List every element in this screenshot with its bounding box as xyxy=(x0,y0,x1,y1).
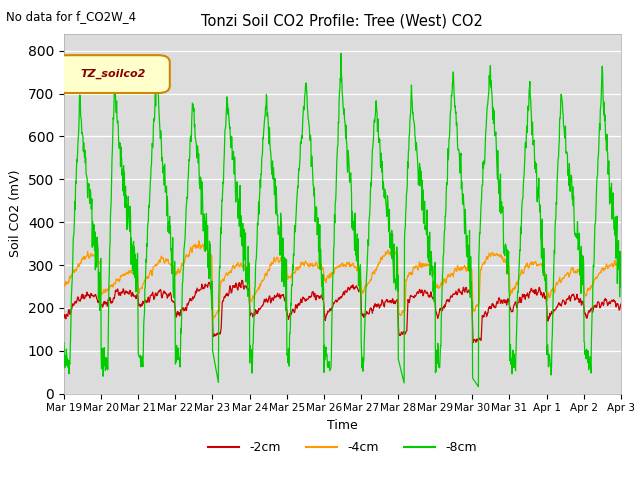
-2cm xyxy=(617,301,625,307)
Y-axis label: Soil CO2 (mV): Soil CO2 (mV) xyxy=(10,170,22,257)
-8cm xyxy=(475,384,483,390)
-4cm xyxy=(184,254,191,260)
-8cm xyxy=(246,343,254,348)
Text: TZ_soilco2: TZ_soilco2 xyxy=(80,69,146,79)
-8cm xyxy=(337,50,345,56)
-2cm xyxy=(552,306,559,312)
-2cm xyxy=(502,298,510,304)
Line: -8cm: -8cm xyxy=(64,53,621,387)
-8cm xyxy=(60,340,68,346)
-8cm xyxy=(170,281,178,287)
-2cm xyxy=(184,302,191,308)
-2cm xyxy=(170,300,178,305)
-8cm xyxy=(502,244,510,250)
-8cm xyxy=(429,288,437,294)
Line: -2cm: -2cm xyxy=(64,280,621,343)
-4cm xyxy=(617,265,625,271)
-4cm xyxy=(209,316,217,322)
-8cm xyxy=(617,266,625,272)
X-axis label: Time: Time xyxy=(327,419,358,432)
-2cm xyxy=(469,340,477,346)
-4cm xyxy=(60,282,68,288)
-8cm xyxy=(552,217,559,223)
-4cm xyxy=(502,259,510,264)
-2cm xyxy=(246,312,254,317)
Text: No data for f_CO2W_4: No data for f_CO2W_4 xyxy=(6,10,136,23)
-2cm xyxy=(429,296,437,302)
Line: -4cm: -4cm xyxy=(64,241,621,319)
Legend: -2cm, -4cm, -8cm: -2cm, -4cm, -8cm xyxy=(204,436,481,459)
-4cm xyxy=(195,238,203,244)
-2cm xyxy=(60,315,68,321)
-2cm xyxy=(238,277,246,283)
-8cm xyxy=(184,178,191,183)
-4cm xyxy=(170,269,178,275)
Title: Tonzi Soil CO2 Profile: Tree (West) CO2: Tonzi Soil CO2 Profile: Tree (West) CO2 xyxy=(202,13,483,28)
FancyBboxPatch shape xyxy=(56,55,170,93)
-4cm xyxy=(429,271,437,277)
-4cm xyxy=(552,284,559,290)
-4cm xyxy=(247,299,255,304)
